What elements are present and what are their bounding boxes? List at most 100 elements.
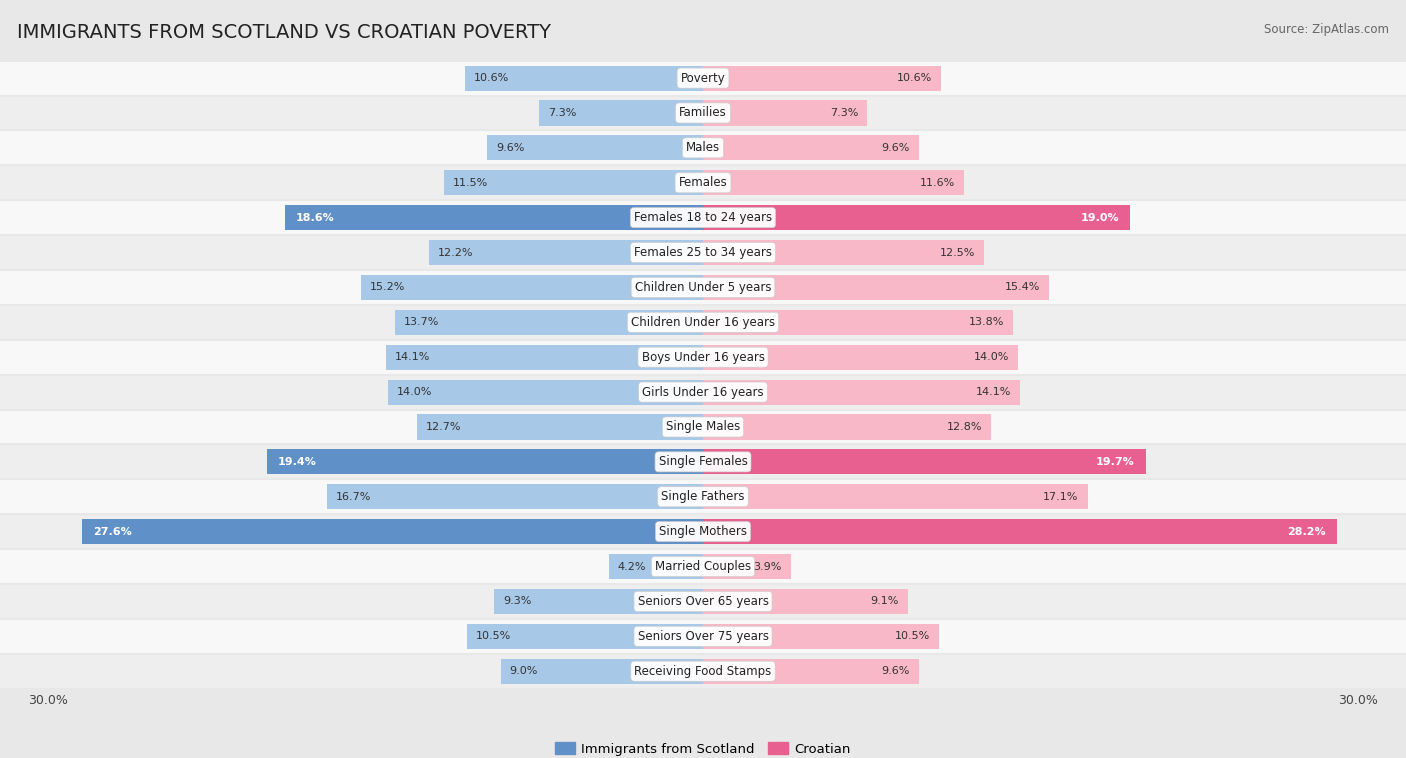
Text: 12.5%: 12.5% xyxy=(939,248,976,258)
Text: 14.1%: 14.1% xyxy=(395,352,430,362)
Text: 14.0%: 14.0% xyxy=(396,387,433,397)
Text: IMMIGRANTS FROM SCOTLAND VS CROATIAN POVERTY: IMMIGRANTS FROM SCOTLAND VS CROATIAN POV… xyxy=(17,23,551,42)
Bar xyxy=(703,345,1018,370)
Bar xyxy=(0,584,1406,619)
Bar xyxy=(444,171,703,196)
Bar xyxy=(0,165,1406,200)
Bar xyxy=(703,205,1130,230)
Bar xyxy=(0,270,1406,305)
Bar xyxy=(467,624,703,649)
Bar xyxy=(328,484,703,509)
Bar xyxy=(0,444,1406,479)
Bar xyxy=(284,205,703,230)
Text: Single Mothers: Single Mothers xyxy=(659,525,747,538)
Text: Single Fathers: Single Fathers xyxy=(661,490,745,503)
Text: Females: Females xyxy=(679,177,727,190)
Text: 9.1%: 9.1% xyxy=(870,597,898,606)
Text: 10.6%: 10.6% xyxy=(897,73,932,83)
Bar xyxy=(703,659,920,684)
Text: 28.2%: 28.2% xyxy=(1288,527,1326,537)
Text: Children Under 16 years: Children Under 16 years xyxy=(631,316,775,329)
Text: Females 18 to 24 years: Females 18 to 24 years xyxy=(634,211,772,224)
Text: 14.1%: 14.1% xyxy=(976,387,1011,397)
Text: 10.5%: 10.5% xyxy=(896,631,931,641)
Text: 9.6%: 9.6% xyxy=(882,143,910,153)
Bar xyxy=(0,235,1406,270)
Text: 9.6%: 9.6% xyxy=(496,143,524,153)
Bar xyxy=(703,519,1337,544)
Bar xyxy=(0,374,1406,409)
Bar xyxy=(703,135,920,161)
Bar xyxy=(538,100,703,126)
Bar xyxy=(0,409,1406,444)
Bar xyxy=(501,659,703,684)
Text: 30.0%: 30.0% xyxy=(1339,694,1378,707)
Text: 30.0%: 30.0% xyxy=(28,694,67,707)
Text: Girls Under 16 years: Girls Under 16 years xyxy=(643,386,763,399)
Bar xyxy=(703,240,984,265)
Text: 9.0%: 9.0% xyxy=(509,666,538,676)
Text: 15.4%: 15.4% xyxy=(1005,283,1040,293)
Text: 15.2%: 15.2% xyxy=(370,283,405,293)
Text: Children Under 5 years: Children Under 5 years xyxy=(634,281,772,294)
Bar xyxy=(486,135,703,161)
Text: 11.5%: 11.5% xyxy=(453,177,488,188)
Bar xyxy=(703,589,908,614)
Bar xyxy=(703,554,790,579)
Bar xyxy=(82,519,703,544)
Bar xyxy=(0,549,1406,584)
Bar xyxy=(703,275,1049,300)
Text: 7.3%: 7.3% xyxy=(548,108,576,118)
Text: 12.2%: 12.2% xyxy=(437,248,472,258)
Text: Females 25 to 34 years: Females 25 to 34 years xyxy=(634,246,772,259)
Text: Seniors Over 65 years: Seniors Over 65 years xyxy=(637,595,769,608)
Legend: Immigrants from Scotland, Croatian: Immigrants from Scotland, Croatian xyxy=(550,737,856,758)
Bar xyxy=(0,653,1406,688)
Text: 10.5%: 10.5% xyxy=(475,631,510,641)
Text: Families: Families xyxy=(679,106,727,120)
Bar xyxy=(703,310,1014,335)
Text: 19.0%: 19.0% xyxy=(1081,213,1119,223)
Bar xyxy=(0,305,1406,340)
Text: 17.1%: 17.1% xyxy=(1043,492,1078,502)
Bar xyxy=(703,484,1088,509)
Bar xyxy=(385,345,703,370)
Bar xyxy=(361,275,703,300)
Bar xyxy=(0,130,1406,165)
Text: 19.4%: 19.4% xyxy=(278,457,316,467)
Bar xyxy=(703,415,991,440)
Text: Seniors Over 75 years: Seniors Over 75 years xyxy=(637,630,769,643)
Bar xyxy=(464,65,703,91)
Text: Poverty: Poverty xyxy=(681,71,725,85)
Text: 13.7%: 13.7% xyxy=(404,318,439,327)
Bar xyxy=(703,624,939,649)
Text: 9.3%: 9.3% xyxy=(503,597,531,606)
Bar xyxy=(429,240,703,265)
Bar xyxy=(0,479,1406,514)
Text: Males: Males xyxy=(686,141,720,155)
Text: Source: ZipAtlas.com: Source: ZipAtlas.com xyxy=(1264,23,1389,36)
Bar xyxy=(395,310,703,335)
Text: Boys Under 16 years: Boys Under 16 years xyxy=(641,351,765,364)
Bar xyxy=(703,65,942,91)
Text: 3.9%: 3.9% xyxy=(754,562,782,572)
Text: 18.6%: 18.6% xyxy=(295,213,335,223)
Bar xyxy=(494,589,703,614)
Text: Receiving Food Stamps: Receiving Food Stamps xyxy=(634,665,772,678)
Bar xyxy=(0,96,1406,130)
Text: 19.7%: 19.7% xyxy=(1097,457,1135,467)
Text: 9.6%: 9.6% xyxy=(882,666,910,676)
Text: 27.6%: 27.6% xyxy=(93,527,132,537)
Text: 12.8%: 12.8% xyxy=(946,422,981,432)
Bar xyxy=(0,61,1406,96)
Text: 14.0%: 14.0% xyxy=(973,352,1010,362)
Bar xyxy=(267,449,703,475)
Text: 7.3%: 7.3% xyxy=(830,108,858,118)
Bar xyxy=(0,619,1406,653)
Bar xyxy=(388,380,703,405)
Bar xyxy=(0,340,1406,374)
Bar xyxy=(418,415,703,440)
Text: Single Males: Single Males xyxy=(666,421,740,434)
Text: 16.7%: 16.7% xyxy=(336,492,371,502)
Bar xyxy=(703,449,1146,475)
